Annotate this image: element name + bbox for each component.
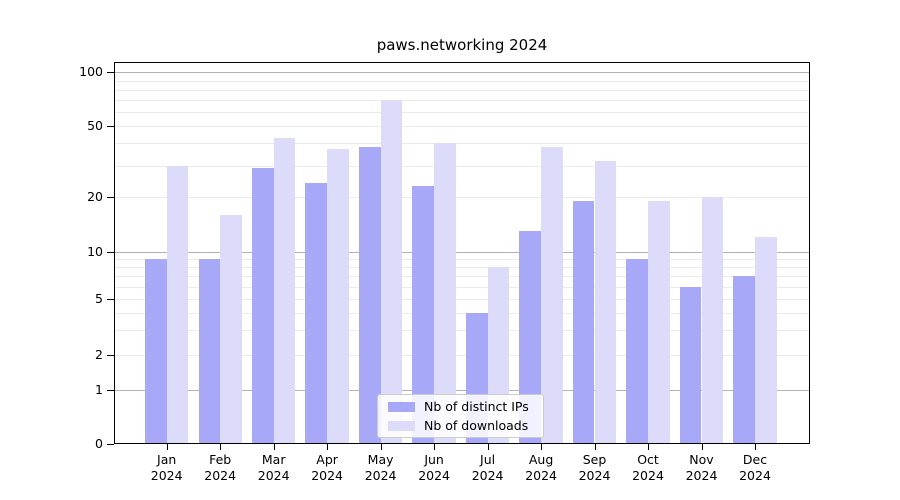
- x-tick-label-feb: Feb 2024: [204, 452, 237, 483]
- y-tick-label-20: 20: [87, 189, 103, 205]
- x-tick-label-oct: Oct 2024: [632, 452, 664, 483]
- x-tick-mark-sep: [594, 444, 596, 450]
- x-tick-mark-aug: [541, 444, 543, 450]
- x-tick-label-mar: Mar 2024: [257, 452, 290, 483]
- x-tick-mark-mar: [273, 444, 275, 450]
- bar-ips-oct: [626, 258, 648, 444]
- y-tick-mark-20: [107, 197, 114, 199]
- gridline-major-10: [114, 251, 810, 253]
- gridline-minor-50: [114, 126, 810, 127]
- gridline-minor-6: [114, 286, 810, 288]
- gridline-minor-2: [114, 355, 810, 356]
- plot-area: [114, 62, 810, 444]
- y-tick-label-100: 100: [79, 64, 103, 80]
- bar-downloads-nov: [701, 197, 724, 444]
- legend-swatch-distinct-ips: [388, 401, 415, 412]
- x-tick-mark-jun: [434, 444, 436, 450]
- legend-item-distinct-ips: Nb of distinct IPs: [378, 397, 543, 416]
- bar-ips-apr: [305, 183, 328, 444]
- legend-label-distinct-ips: Nb of distinct IPs: [424, 399, 529, 414]
- x-tick-mark-nov: [701, 444, 703, 450]
- x-tick-label-jul: Jul 2024: [471, 452, 504, 483]
- gridline-minor-4: [114, 312, 810, 314]
- bar-downloads-may: [380, 99, 403, 444]
- y-tick-mark-10: [107, 251, 114, 253]
- gridline-minor-9: [114, 258, 810, 260]
- bar-ips-nov: [679, 286, 702, 444]
- y-tick-label-50: 50: [87, 118, 103, 133]
- gridline-major-1: [114, 390, 810, 391]
- legend-swatch-downloads: [388, 420, 415, 431]
- gridline-minor-8: [114, 266, 810, 268]
- y-tick-mark-2: [107, 355, 114, 356]
- y-tick-mark-50: [107, 126, 114, 127]
- gridline-minor-40: [114, 143, 810, 145]
- bar-downloads-dec: [755, 237, 777, 444]
- bar-downloads-apr: [327, 149, 349, 444]
- y-tick-mark-1: [107, 390, 114, 391]
- x-tick-mark-may: [380, 444, 382, 450]
- bar-ips-may: [358, 147, 381, 444]
- y-tick-label-1: 1: [95, 382, 103, 397]
- x-tick-label-aug: Aug 2024: [525, 452, 557, 483]
- x-tick-mark-apr: [327, 444, 329, 450]
- bar-downloads-feb: [220, 214, 242, 444]
- x-tick-mark-feb: [220, 444, 222, 450]
- gridline-minor-7: [114, 276, 810, 277]
- x-tick-mark-dec: [755, 444, 756, 450]
- x-tick-label-may: May 2024: [364, 452, 397, 483]
- x-tick-label-sep: Sep 2024: [578, 452, 611, 483]
- gridline-minor-3: [114, 330, 810, 332]
- x-tick-label-jan: Jan 2024: [150, 452, 183, 483]
- gridline-minor-70: [114, 99, 810, 101]
- bar-downloads-jan: [166, 165, 189, 444]
- x-tick-mark-oct: [648, 444, 649, 450]
- y-tick-label-10: 10: [87, 243, 103, 259]
- bar-ips-dec: [733, 276, 755, 444]
- y-tick-label-5: 5: [95, 291, 103, 306]
- bar-downloads-jun: [434, 143, 456, 444]
- gridline-major-100: [114, 72, 810, 74]
- x-tick-label-apr: Apr 2024: [311, 452, 343, 483]
- gridline-minor-30: [114, 165, 810, 167]
- bar-downloads-sep: [594, 160, 617, 444]
- x-tick-mark-jan: [166, 444, 168, 450]
- x-tick-label-jun: Jun 2024: [418, 452, 450, 483]
- gridline-minor-5: [114, 299, 810, 300]
- gridline-minor-80: [114, 89, 810, 91]
- y-tick-label-0: 0: [95, 436, 103, 451]
- y-tick-mark-0: [107, 444, 114, 445]
- x-tick-mark-jul: [487, 444, 489, 450]
- y-tick-mark-5: [107, 299, 114, 300]
- gridline-minor-60: [114, 111, 810, 113]
- x-tick-label-nov: Nov 2024: [685, 452, 718, 483]
- bar-ips-sep: [572, 201, 595, 444]
- legend-label-downloads: Nb of downloads: [424, 418, 529, 433]
- gridline-minor-20: [114, 197, 810, 199]
- bar-ips-jun: [412, 186, 435, 444]
- bar-ips-feb: [198, 258, 221, 444]
- gridline-minor-90: [114, 80, 810, 82]
- legend-item-downloads: Nb of downloads: [378, 416, 543, 435]
- bar-ips-aug: [519, 231, 542, 444]
- bar-downloads-mar: [273, 137, 296, 444]
- bar-downloads-oct: [648, 201, 670, 444]
- bar-ips-mar: [252, 168, 274, 444]
- bar-downloads-aug: [541, 147, 563, 444]
- x-tick-label-dec: Dec 2024: [739, 452, 771, 483]
- y-tick-label-2: 2: [95, 347, 103, 362]
- chart-title: paws.networking 2024: [376, 36, 548, 54]
- bar-ips-jan: [145, 258, 167, 444]
- legend: Nb of distinct IPs Nb of downloads: [377, 394, 544, 438]
- y-tick-mark-100: [107, 72, 114, 74]
